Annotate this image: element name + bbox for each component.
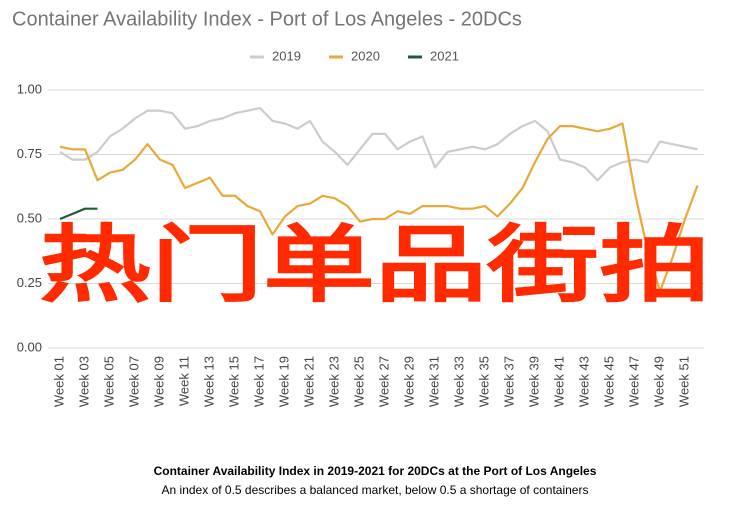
series-line <box>59 122 699 293</box>
x-tick-label: Week 13 <box>201 356 216 407</box>
x-tick-label: Week 27 <box>376 356 391 407</box>
caption: Container Availability Index in 2019-202… <box>154 464 597 478</box>
y-tick-label: 0.25 <box>17 275 42 290</box>
x-tick-label: Week 43 <box>576 356 591 407</box>
x-tick-label: Week 21 <box>301 356 316 407</box>
chart-title: Container Availability Index - Port of L… <box>12 8 522 30</box>
subcaption: An index of 0.5 describes a balanced mar… <box>162 483 589 497</box>
legend-label: 2020 <box>351 48 380 63</box>
x-tick-label: Week 19 <box>276 356 291 407</box>
legend-label: 2021 <box>430 48 459 63</box>
x-tick-label: Week 05 <box>101 356 116 407</box>
overlay-text: 热门单品街拍 <box>39 218 711 312</box>
x-tick-label: Week 37 <box>501 356 516 407</box>
x-tick-label: Week 39 <box>526 356 541 407</box>
x-tick-label: Week 15 <box>226 356 241 407</box>
y-tick-label: 0.75 <box>17 146 42 161</box>
x-tick-label: Week 17 <box>251 356 266 407</box>
legend-label: 2019 <box>272 48 301 63</box>
series-line <box>59 207 98 221</box>
x-tick-label: Week 31 <box>426 356 441 407</box>
x-tick-label: Week 03 <box>76 356 91 407</box>
x-tick-label: Week 47 <box>626 356 641 407</box>
series-line <box>59 106 698 182</box>
x-tick-label: Week 11 <box>176 356 191 406</box>
x-tick-label: Week 35 <box>476 356 491 407</box>
x-tick-label: Week 07 <box>126 356 141 407</box>
x-tick-label: Week 23 <box>326 356 341 407</box>
x-tick-label: Week 01 <box>51 356 66 407</box>
x-tick-label: Week 09 <box>151 356 166 407</box>
x-tick-label: Week 45 <box>601 356 616 407</box>
y-tick-label: 0.50 <box>17 210 42 225</box>
x-tick-label: Week 41 <box>551 356 566 407</box>
x-tick-label: Week 25 <box>351 356 366 407</box>
x-tick-label: Week 51 <box>676 356 691 407</box>
x-tick-label: Week 33 <box>451 356 466 407</box>
x-tick-label: Week 49 <box>651 356 666 407</box>
y-tick-label: 0.00 <box>17 339 42 354</box>
x-tick-label: Week 29 <box>401 356 416 407</box>
y-tick-label: 1.00 <box>17 81 42 96</box>
